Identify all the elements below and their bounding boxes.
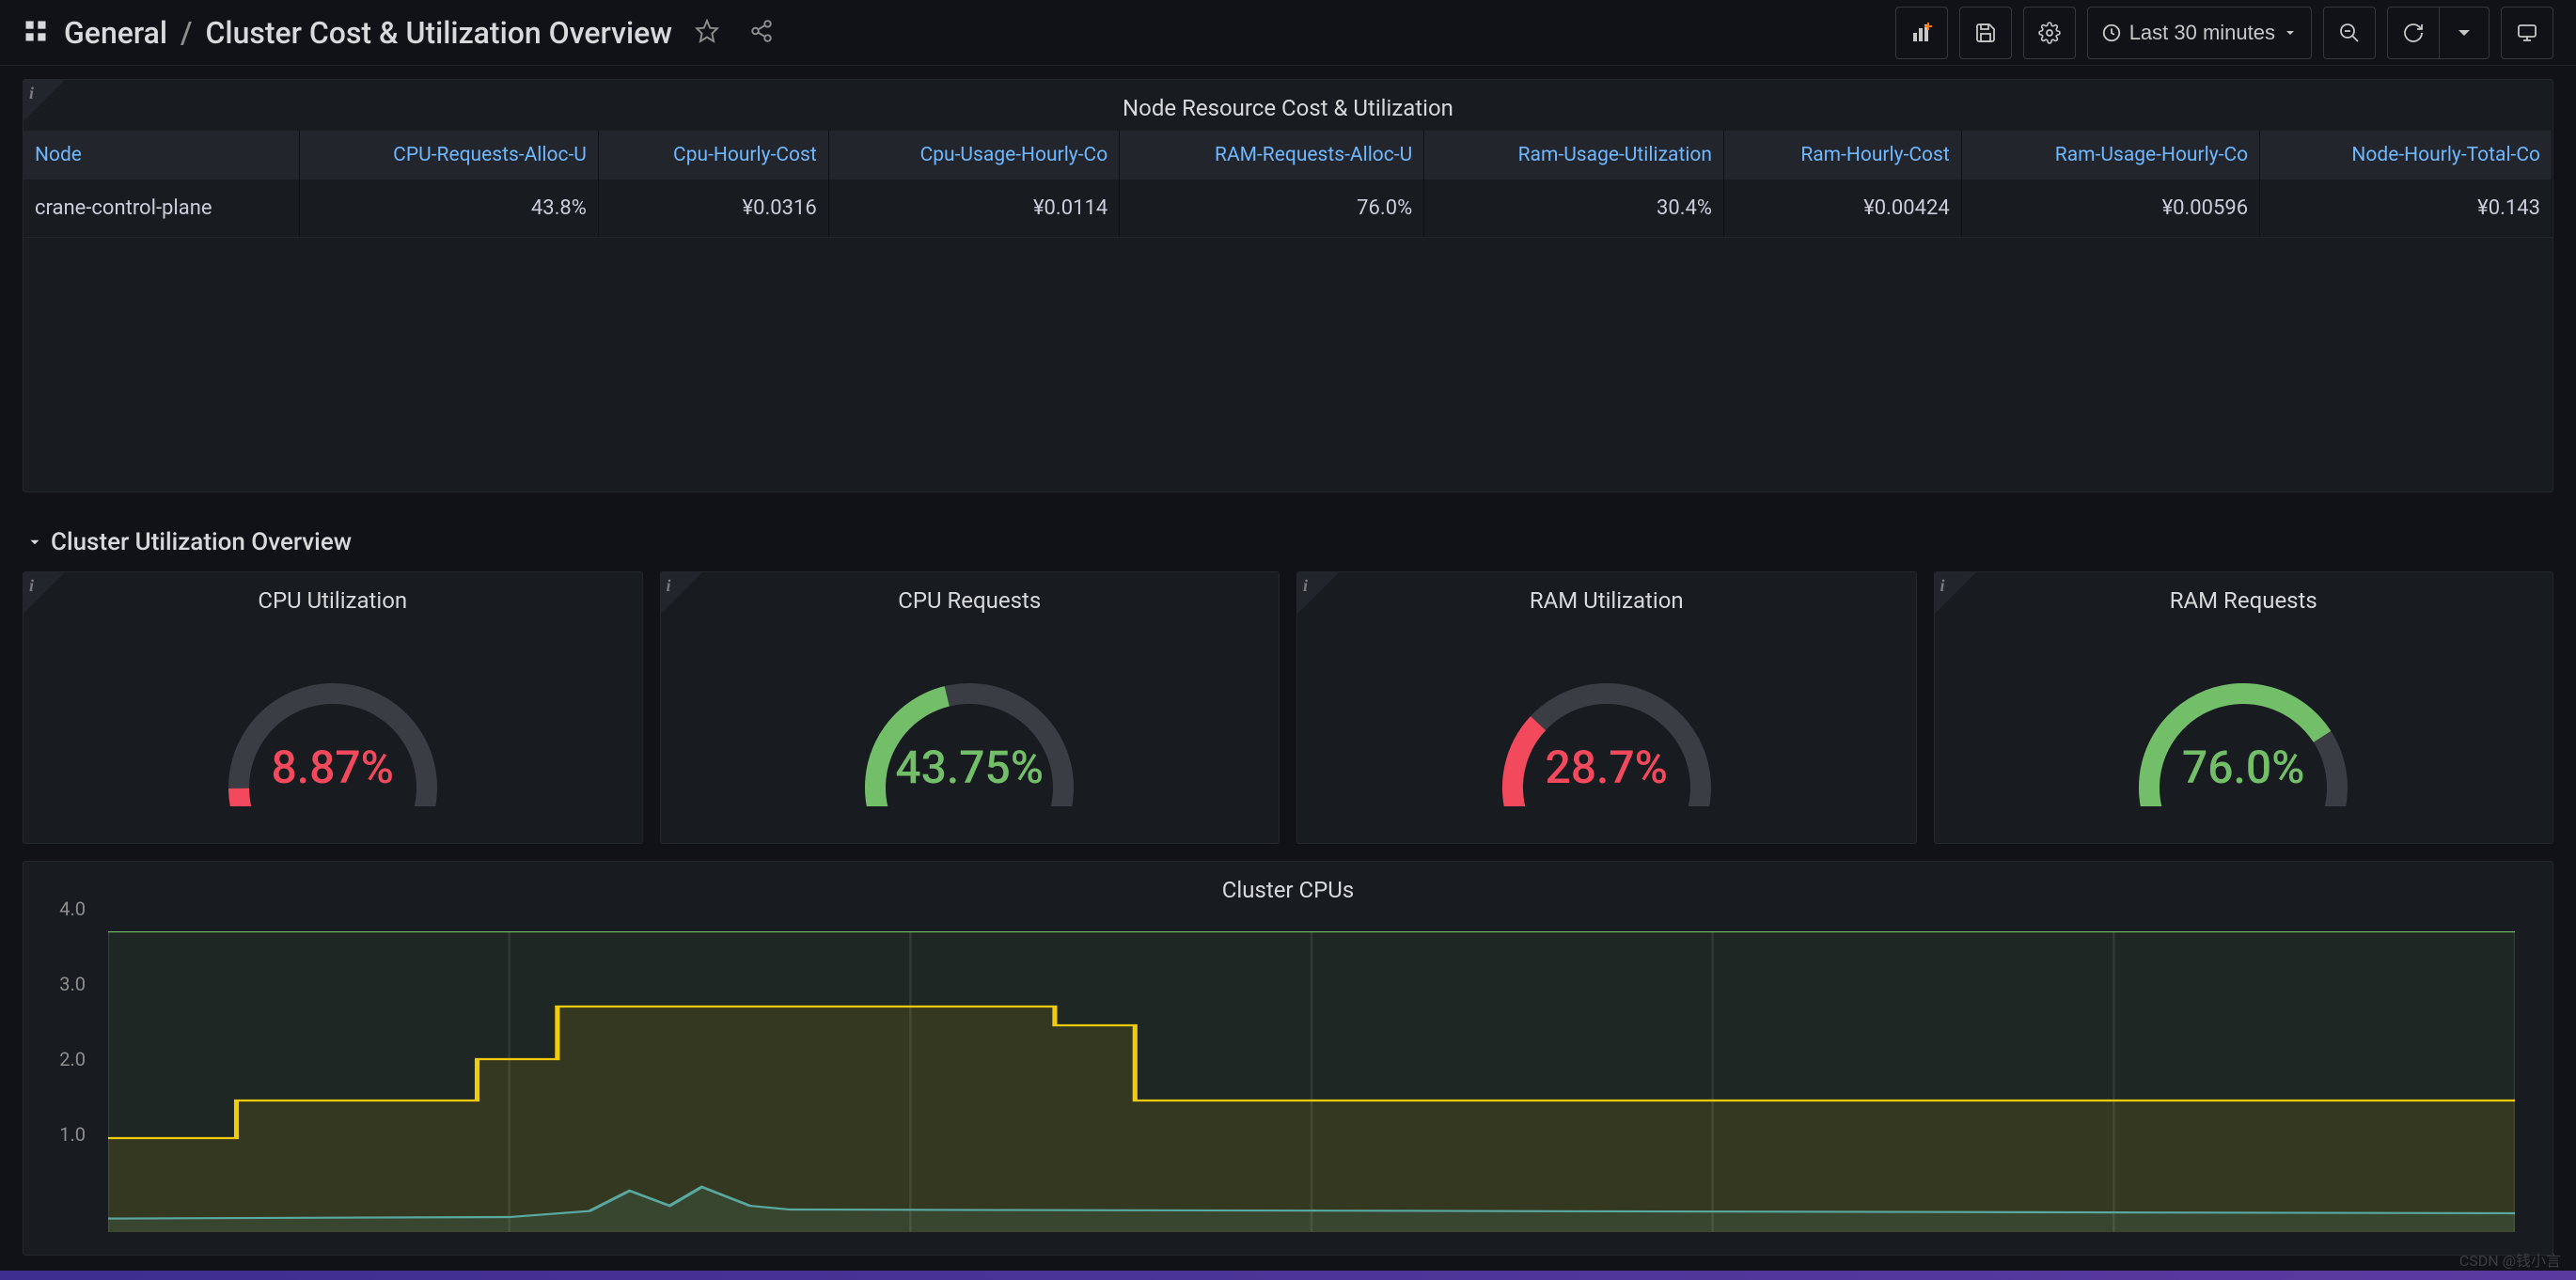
save-button[interactable] [1959,7,2012,59]
y-tick-label: 1.0 [59,1123,86,1146]
table-row[interactable]: crane-control-plane43.8%¥0.0316¥0.011476… [24,180,2552,238]
table-cell: 30.4% [1424,180,1724,238]
chevron-down-icon [2283,25,2298,40]
info-icon: i [667,576,671,596]
table-cell: ¥0.0316 [598,180,828,238]
table-header-row: NodeCPU-Requests-Alloc-UCpu-Hourly-CostC… [24,131,2552,180]
gauge-row: i CPU Utilization 8.87% i CPU Requests 4… [23,571,2553,844]
panel-title: CPU Utilization [24,572,642,623]
settings-button[interactable] [2023,7,2076,59]
column-header[interactable]: CPU-Requests-Alloc-U [300,131,599,180]
column-header[interactable]: Ram-Usage-Hourly-Co [1961,131,2259,180]
y-tick-label: 3.0 [59,973,86,995]
save-icon [1974,22,1997,44]
plot-area[interactable] [108,931,2515,1232]
gauge-panel: i CPU Utilization 8.87% [23,571,643,844]
column-header[interactable]: Cpu-Usage-Hourly-Co [828,131,1119,180]
breadcrumb-title[interactable]: Cluster Cost & Utilization Overview [206,15,672,51]
row-title: Cluster Utilization Overview [51,528,352,556]
chart-area: 1.02.03.04.0 [24,913,2552,1241]
gauge-value: 43.75% [661,741,1280,794]
info-icon: i [1303,576,1308,596]
star-icon [695,19,719,43]
zoom-out-icon [2338,22,2361,44]
gauge-wrap: 43.75% [661,623,1280,820]
share-button[interactable] [742,11,781,54]
node-cost-table: NodeCPU-Requests-Alloc-UCpu-Hourly-CostC… [24,131,2552,238]
panel-title: CPU Requests [661,572,1280,623]
column-header[interactable]: RAM-Requests-Alloc-U [1120,131,1424,180]
panel-title: Node Resource Cost & Utilization [24,80,2552,131]
table-cell: ¥0.0114 [828,180,1119,238]
watermark: CSDN @钱小言 [2459,1248,2561,1271]
gauge-wrap: 28.7% [1297,623,1916,820]
table-cell: 76.0% [1120,180,1424,238]
gauge-panel: i RAM Requests 76.0% [1934,571,2554,844]
chevron-down-icon [2453,22,2475,44]
info-icon: i [29,576,34,596]
bottom-accent-bar [0,1271,2576,1280]
gauge-panel: i RAM Utilization 28.7% [1296,571,1917,844]
gauge-wrap: 76.0% [1935,623,2553,820]
panel-info-corner[interactable]: i [1297,572,1339,614]
y-tick-label: 4.0 [59,898,86,920]
gauge-value: 28.7% [1297,741,1916,794]
info-icon: i [1940,576,1945,596]
add-panel-icon [1910,22,1933,44]
panel-info-corner[interactable]: i [661,572,702,614]
time-range-picker[interactable]: Last 30 minutes [2087,7,2312,59]
table-cell: crane-control-plane [24,180,300,238]
gauge-value: 76.0% [1935,741,2553,794]
table-cell: ¥0.143 [2260,180,2552,238]
gear-icon [2038,22,2061,44]
refresh-button[interactable] [2387,7,2440,59]
add-panel-button[interactable] [1895,7,1948,59]
dashboard-grid-icon[interactable] [23,18,49,48]
zoom-out-button[interactable] [2323,7,2376,59]
column-header[interactable]: Node [24,131,300,180]
panel-info-corner[interactable]: i [24,572,65,614]
column-header[interactable]: Ram-Hourly-Cost [1724,131,1962,180]
toolbar-left: General / Cluster Cost & Utilization Ove… [23,11,1895,54]
column-header[interactable]: Ram-Usage-Utilization [1424,131,1724,180]
dashboard-content: i Node Resource Cost & Utilization NodeC… [0,66,2576,1269]
y-axis: 1.02.03.04.0 [46,931,93,1232]
gauge-panel: i CPU Requests 43.75% [660,571,1280,844]
table-cell: 43.8% [300,180,599,238]
gauge-wrap: 8.87% [24,623,642,820]
gauge-value: 8.87% [24,741,642,794]
table-cell: ¥0.00596 [1961,180,2259,238]
y-tick-label: 2.0 [59,1048,86,1070]
table-body: crane-control-plane43.8%¥0.0316¥0.011476… [24,180,2552,238]
row-toggle-cluster-utilization[interactable]: Cluster Utilization Overview [23,509,2553,571]
chevron-down-icon [26,534,43,551]
panel-title: Cluster CPUs [24,862,2552,913]
column-header[interactable]: Cpu-Hourly-Cost [598,131,828,180]
breadcrumb-sep: / [181,15,192,51]
node-cost-table-panel: i Node Resource Cost & Utilization NodeC… [23,79,2553,492]
panel-info-corner[interactable]: i [24,80,65,121]
tv-mode-button[interactable] [2501,7,2553,59]
info-icon: i [29,84,34,103]
refresh-interval-button[interactable] [2440,7,2490,59]
breadcrumb-folder[interactable]: General [64,15,167,51]
cluster-cpus-panel: Cluster CPUs 1.0 2.0 3.0 4.0 [23,861,2553,1256]
clock-icon [2101,23,2122,43]
monitor-icon [2516,22,2538,44]
time-range-label: Last 30 minutes [2129,21,2275,45]
panel-title: RAM Requests [1935,572,2553,623]
refresh-icon [2402,22,2425,44]
dashboard-toolbar: General / Cluster Cost & Utilization Ove… [0,0,2576,66]
breadcrumb: General / Cluster Cost & Utilization Ove… [64,15,672,51]
share-icon [749,19,774,43]
column-header[interactable]: Node-Hourly-Total-Co [2260,131,2552,180]
refresh-group [2387,7,2490,59]
table-cell: ¥0.00424 [1724,180,1962,238]
panel-title: RAM Utilization [1297,572,1916,623]
panel-info-corner[interactable]: i [1935,572,1976,614]
toolbar-right: Last 30 minutes [1895,7,2553,59]
favorite-button[interactable] [687,11,727,54]
